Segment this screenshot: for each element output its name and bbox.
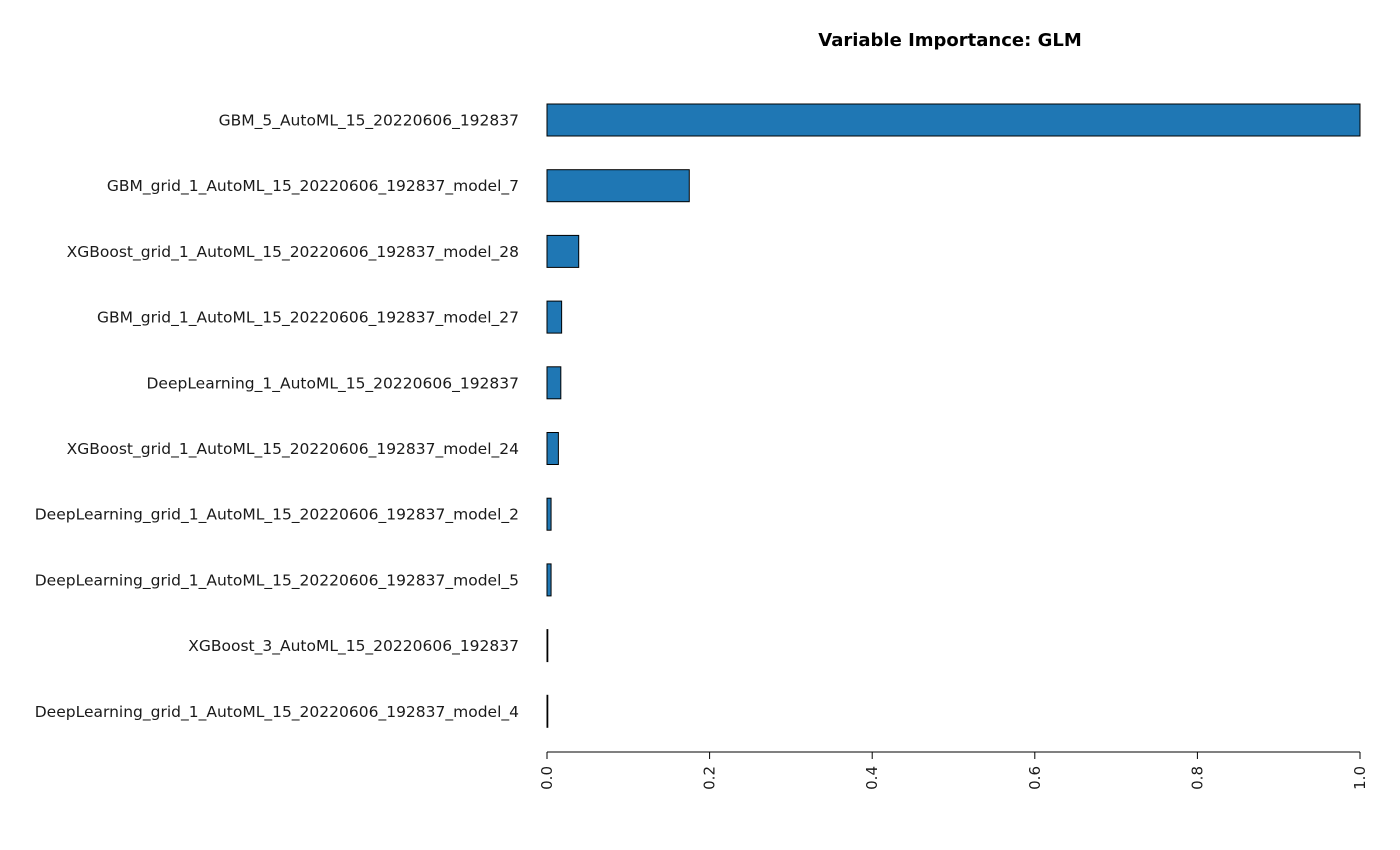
- chart-title: Variable Importance: GLM: [818, 30, 1081, 51]
- x-tick-label-5: 0.8: [1188, 766, 1206, 790]
- bar-1: [546, 103, 1361, 137]
- category-label-2: GBM_grid_1_AutoML_15_20220606_192837_mod…: [107, 177, 519, 196]
- bar-5: [546, 366, 562, 400]
- bar-3: [546, 234, 580, 268]
- category-label-7: DeepLearning_grid_1_AutoML_15_20220606_1…: [35, 506, 519, 525]
- category-label-1: GBM_5_AutoML_15_20220606_192837: [219, 112, 519, 131]
- bar-10: [546, 694, 549, 728]
- category-label-5: DeepLearning_1_AutoML_15_20220606_192837: [146, 374, 519, 393]
- bar-8: [546, 563, 552, 597]
- x-axis: 0.0 0.2 0.4 0.6 0.8 1.0: [538, 751, 1369, 790]
- bar-6: [546, 432, 559, 465]
- category-label-10: DeepLearning_grid_1_AutoML_15_20220606_1…: [35, 703, 519, 722]
- bar-7: [546, 497, 552, 531]
- category-label-9: XGBoost_3_AutoML_15_20220606_192837: [188, 637, 519, 656]
- category-label-3: XGBoost_grid_1_AutoML_15_20220606_192837…: [67, 243, 519, 262]
- x-tick-label-1: 0.0: [538, 766, 556, 790]
- x-tick-label-4: 0.6: [1026, 766, 1044, 790]
- x-tick-label-6: 1.0: [1351, 766, 1369, 790]
- category-label-4: GBM_grid_1_AutoML_15_20220606_192837_mod…: [97, 309, 519, 328]
- bar-2: [546, 169, 690, 203]
- bars-layer: [546, 103, 1361, 728]
- category-labels: GBM_5_AutoML_15_20220606_192837 GBM_grid_…: [35, 112, 519, 722]
- category-label-8: DeepLearning_grid_1_AutoML_15_20220606_1…: [35, 571, 519, 590]
- category-label-6: XGBoost_grid_1_AutoML_15_20220606_192837…: [67, 440, 519, 459]
- x-tick-label-2: 0.2: [701, 766, 719, 790]
- bar-4: [546, 300, 563, 334]
- bar-9: [546, 629, 549, 663]
- x-tick-label-3: 0.4: [863, 766, 881, 790]
